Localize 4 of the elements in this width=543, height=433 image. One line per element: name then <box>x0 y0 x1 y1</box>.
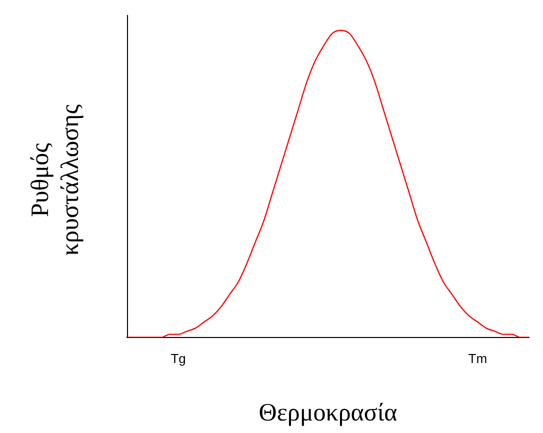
x-tick-label: Tg <box>170 350 186 366</box>
y-axis-title: Ρυθμός κρυστάλλωσης <box>26 104 85 256</box>
x-tick-label: Tm <box>468 350 488 366</box>
x-axis-title: Θερμοκρασία <box>258 400 398 427</box>
